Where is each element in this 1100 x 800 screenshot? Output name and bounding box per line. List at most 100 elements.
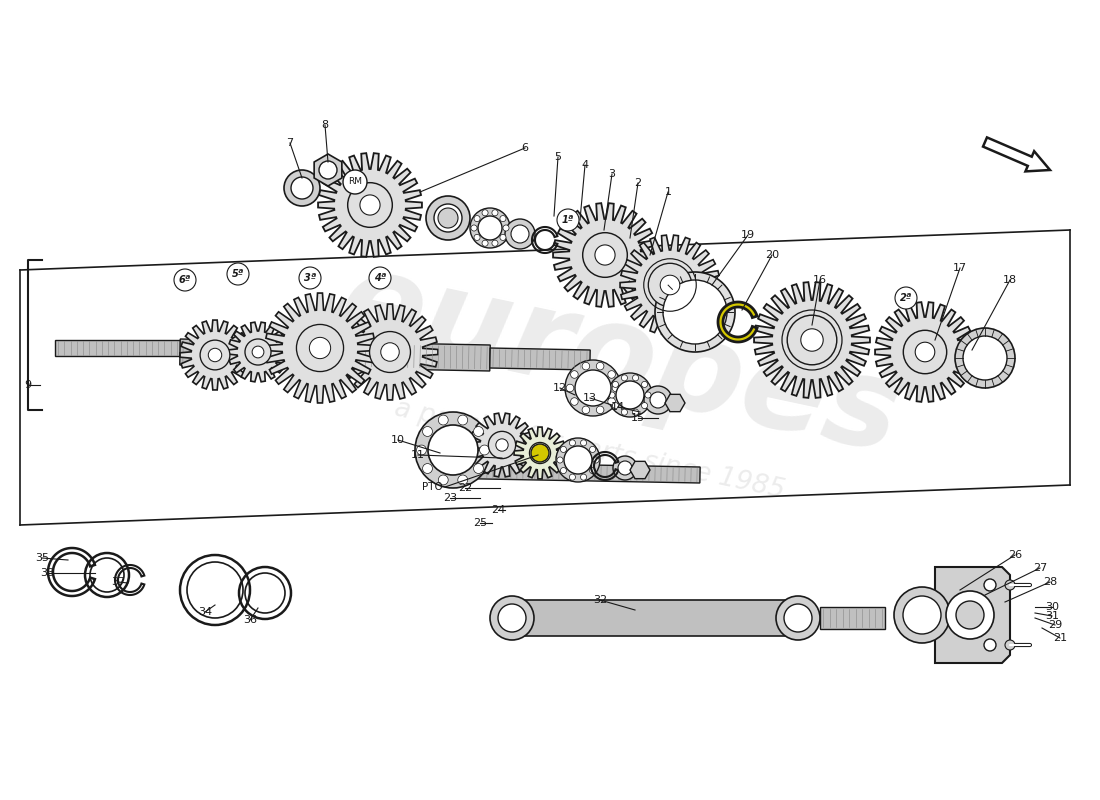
Text: 13: 13 xyxy=(583,393,597,403)
Text: PTO: PTO xyxy=(421,482,442,492)
Circle shape xyxy=(984,579,996,591)
Circle shape xyxy=(788,315,837,365)
Text: 21: 21 xyxy=(1053,633,1067,643)
Circle shape xyxy=(616,381,644,409)
Circle shape xyxy=(962,336,1006,380)
Text: 11: 11 xyxy=(411,450,425,460)
Circle shape xyxy=(474,215,480,222)
Circle shape xyxy=(458,415,468,425)
Polygon shape xyxy=(755,282,870,398)
Circle shape xyxy=(571,370,579,378)
Polygon shape xyxy=(514,427,565,479)
Text: 27: 27 xyxy=(1033,563,1047,573)
Circle shape xyxy=(570,474,575,480)
Text: 36: 36 xyxy=(243,615,257,625)
Circle shape xyxy=(284,170,320,206)
Circle shape xyxy=(663,280,727,344)
Circle shape xyxy=(582,362,590,370)
Circle shape xyxy=(343,170,367,194)
Text: 23: 23 xyxy=(443,493,458,503)
Polygon shape xyxy=(935,567,1010,663)
Text: 4: 4 xyxy=(582,160,588,170)
Circle shape xyxy=(596,406,604,414)
Circle shape xyxy=(581,440,586,446)
Polygon shape xyxy=(876,302,975,402)
Text: 3: 3 xyxy=(608,169,616,179)
Text: 20: 20 xyxy=(764,250,779,260)
Circle shape xyxy=(252,346,264,358)
Circle shape xyxy=(946,591,994,639)
Circle shape xyxy=(488,431,516,458)
Circle shape xyxy=(415,412,491,488)
Circle shape xyxy=(784,604,812,632)
Circle shape xyxy=(499,234,506,241)
Circle shape xyxy=(434,204,462,232)
Polygon shape xyxy=(55,340,180,356)
Circle shape xyxy=(915,342,935,362)
Circle shape xyxy=(458,475,468,485)
Circle shape xyxy=(422,426,432,437)
Circle shape xyxy=(348,182,393,227)
Text: 6ª: 6ª xyxy=(179,275,191,285)
Text: 25: 25 xyxy=(473,518,487,528)
Circle shape xyxy=(529,442,550,463)
Text: 30: 30 xyxy=(1045,602,1059,612)
Circle shape xyxy=(776,596,820,640)
Circle shape xyxy=(499,215,506,222)
Circle shape xyxy=(583,233,627,278)
Circle shape xyxy=(801,329,823,351)
Circle shape xyxy=(471,225,477,231)
Circle shape xyxy=(1005,640,1015,650)
Circle shape xyxy=(381,342,399,362)
Circle shape xyxy=(564,446,592,474)
Circle shape xyxy=(571,398,579,406)
Polygon shape xyxy=(265,293,375,403)
Circle shape xyxy=(660,275,680,295)
Circle shape xyxy=(608,398,615,406)
Circle shape xyxy=(245,339,271,365)
Circle shape xyxy=(1005,580,1015,590)
Circle shape xyxy=(227,263,249,285)
Circle shape xyxy=(292,177,313,199)
Text: 18: 18 xyxy=(1003,275,1018,285)
Text: a passion for parts since 1985: a passion for parts since 1985 xyxy=(393,396,788,504)
Circle shape xyxy=(370,331,410,373)
Circle shape xyxy=(417,445,427,455)
Circle shape xyxy=(582,406,590,414)
Text: 31: 31 xyxy=(1045,611,1059,621)
Circle shape xyxy=(621,409,627,415)
Text: 14: 14 xyxy=(610,402,625,412)
Polygon shape xyxy=(430,462,700,483)
Text: 1ª: 1ª xyxy=(562,215,574,225)
FancyArrow shape xyxy=(983,138,1050,171)
Circle shape xyxy=(565,360,621,416)
Circle shape xyxy=(903,330,947,374)
Circle shape xyxy=(575,370,611,406)
Circle shape xyxy=(309,338,331,358)
Text: 37: 37 xyxy=(111,577,125,587)
Circle shape xyxy=(498,604,526,632)
Text: 35: 35 xyxy=(35,553,50,563)
Circle shape xyxy=(368,267,390,289)
Circle shape xyxy=(560,467,566,474)
Text: 17: 17 xyxy=(953,263,967,273)
Text: 26: 26 xyxy=(1008,550,1022,560)
Text: 12: 12 xyxy=(553,383,568,393)
Text: 24: 24 xyxy=(491,505,505,515)
Circle shape xyxy=(496,439,508,451)
Circle shape xyxy=(618,461,632,475)
Circle shape xyxy=(632,375,639,381)
Circle shape xyxy=(438,208,458,228)
Text: 2: 2 xyxy=(635,178,641,188)
Text: europes: europes xyxy=(329,242,911,478)
Text: 15: 15 xyxy=(631,413,645,423)
Polygon shape xyxy=(315,154,342,186)
Text: 6: 6 xyxy=(521,143,528,153)
Text: RM: RM xyxy=(348,178,362,186)
Circle shape xyxy=(593,457,600,463)
Circle shape xyxy=(632,409,639,415)
Polygon shape xyxy=(620,235,719,335)
Circle shape xyxy=(595,245,615,265)
Polygon shape xyxy=(718,302,757,342)
Circle shape xyxy=(590,446,595,453)
